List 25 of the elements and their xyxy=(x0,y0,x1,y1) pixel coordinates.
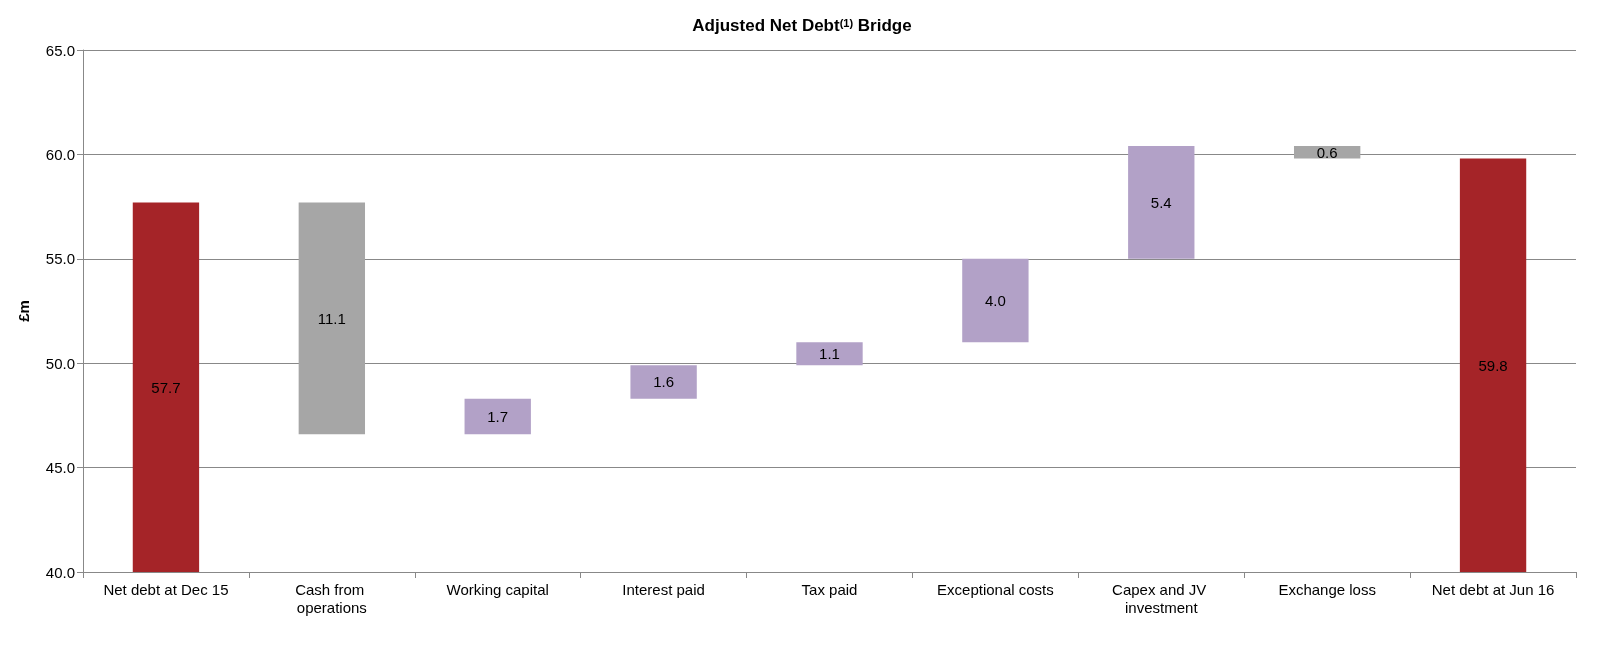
y-tick-label: 55.0 xyxy=(45,250,75,268)
y-axis-title: £m xyxy=(15,300,32,322)
x-tick-label: Exchange loss xyxy=(1278,580,1376,598)
x-tick-label: Exceptional costs xyxy=(937,580,1054,598)
x-tick-label: Cash from operations xyxy=(295,580,369,616)
data-label: 1.7 xyxy=(487,407,509,425)
x-tick-label: Interest paid xyxy=(622,580,705,598)
x-tick-label: Working capital xyxy=(446,580,549,598)
y-tick-label: 50.0 xyxy=(45,354,75,372)
y-tick-label: 60.0 xyxy=(45,145,75,163)
y-tick-label: 65.0 xyxy=(45,41,75,59)
y-tick-label: 45.0 xyxy=(45,459,75,477)
data-label: 5.4 xyxy=(1150,193,1172,211)
data-label: 0.6 xyxy=(1316,143,1338,161)
x-tick-label: Tax paid xyxy=(801,580,858,598)
x-tick-label: Capex and JV investment xyxy=(1112,580,1211,616)
data-label: 57.7 xyxy=(151,378,181,396)
data-label: 59.8 xyxy=(1478,356,1508,374)
y-tick-label: 40.0 xyxy=(45,563,75,581)
data-label: 1.6 xyxy=(653,373,675,391)
x-tick-label: Net debt at Dec 15 xyxy=(103,580,229,598)
x-tick-label: Net debt at Jun 16 xyxy=(1431,580,1555,598)
data-label: 11.1 xyxy=(317,309,346,327)
data-label: 4.0 xyxy=(984,292,1006,310)
data-label: 1.1 xyxy=(819,345,840,363)
